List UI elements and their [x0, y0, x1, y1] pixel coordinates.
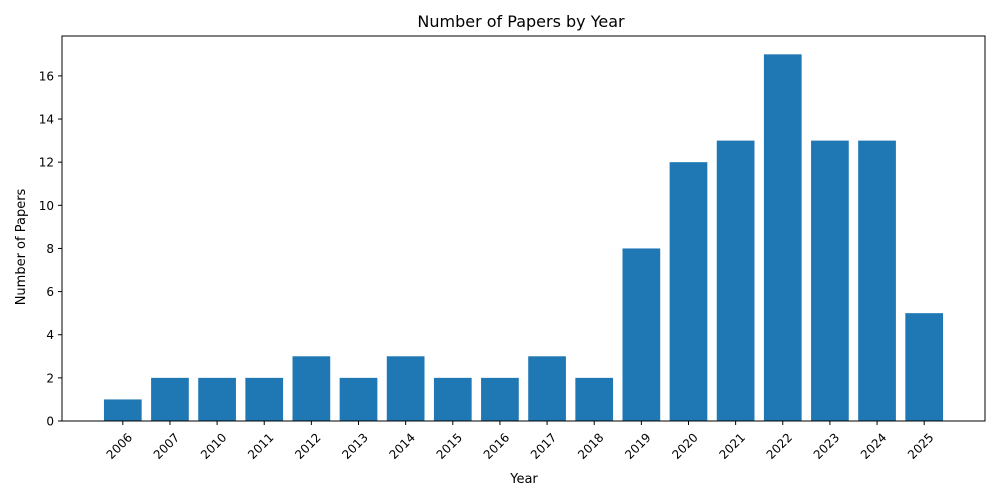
y-axis-label: Number of Papers: [14, 188, 29, 305]
bar-2017: [528, 356, 566, 421]
y-tick-label: 2: [46, 371, 54, 385]
x-tick-label: 2024: [858, 430, 889, 461]
x-tick-label: 2015: [434, 430, 465, 461]
bar-2020: [669, 162, 708, 421]
plot-frame: [61, 35, 986, 422]
bar-2018: [575, 377, 614, 421]
bar-2014: [386, 356, 425, 421]
x-tick-label: 2014: [386, 430, 417, 461]
bar-2025: [905, 313, 944, 421]
y-tick-label: 4: [46, 328, 54, 342]
x-tick-label: 2016: [481, 430, 512, 461]
x-tick-label: 2006: [104, 430, 135, 461]
x-tick-label: 2025: [905, 430, 936, 461]
y-tick-label: 10: [39, 199, 54, 213]
bar-2011: [245, 377, 284, 421]
bar-2024: [858, 140, 896, 422]
bar-2023: [811, 140, 849, 422]
x-tick-label: 2017: [528, 430, 559, 461]
bar-2019: [622, 248, 661, 421]
plot-border: [61, 35, 986, 422]
bar-2022: [763, 54, 802, 421]
bar-2021: [716, 140, 755, 422]
x-tick-label: 2013: [339, 430, 370, 461]
x-tick-label: 2023: [811, 430, 842, 461]
bar-2015: [433, 377, 472, 421]
y-tick-label: 6: [46, 285, 54, 299]
bar-2012: [292, 356, 331, 421]
bar-2016: [481, 377, 519, 421]
x-tick-label: 2020: [669, 430, 700, 461]
chart-title: Number of Papers by Year: [417, 12, 625, 31]
x-tick-label: 2018: [575, 430, 606, 461]
x-tick-label: 2019: [622, 430, 653, 461]
x-tick-label: 2012: [292, 430, 323, 461]
y-tick-label: 16: [39, 69, 54, 83]
bar-2007: [151, 377, 189, 421]
x-tick-label: 2022: [764, 430, 795, 461]
x-axis-label: Year: [509, 472, 538, 487]
bars-group: [103, 54, 944, 422]
x-tick-label: 2007: [151, 430, 182, 461]
y-tick-label: 14: [39, 113, 54, 127]
bar-2010: [198, 377, 236, 421]
y-tick-label: 0: [46, 415, 54, 429]
bar-2013: [339, 377, 378, 421]
y-axis: 0 2 4 6 8 10 12 14 16: [39, 69, 62, 429]
bar-2006: [103, 399, 142, 421]
x-tick-label: 2010: [198, 430, 229, 461]
x-tick-label: 2021: [716, 430, 747, 461]
x-axis: 2006 2007 2010 2011 2012 2013 2014 2015 2016 2017…: [104, 421, 937, 462]
x-tick-label: 2011: [245, 430, 276, 461]
y-tick-label: 12: [39, 156, 54, 170]
y-tick-label: 8: [46, 242, 54, 256]
